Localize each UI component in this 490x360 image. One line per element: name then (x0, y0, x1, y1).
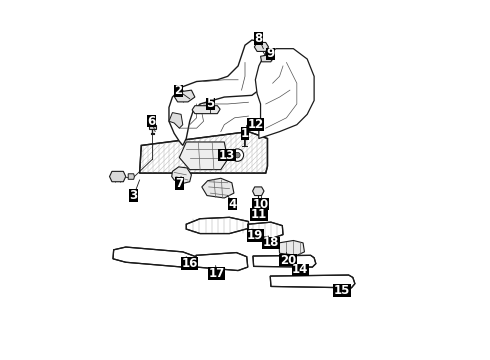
FancyBboxPatch shape (174, 85, 183, 97)
FancyBboxPatch shape (246, 118, 264, 131)
Text: 6: 6 (147, 115, 156, 128)
Polygon shape (179, 142, 228, 170)
FancyBboxPatch shape (175, 177, 184, 190)
FancyBboxPatch shape (181, 257, 198, 270)
Polygon shape (186, 217, 248, 234)
Polygon shape (196, 253, 248, 271)
Text: 15: 15 (334, 284, 350, 297)
Text: 9: 9 (267, 48, 275, 60)
FancyBboxPatch shape (279, 254, 297, 266)
FancyBboxPatch shape (206, 98, 215, 110)
Polygon shape (253, 255, 316, 267)
FancyBboxPatch shape (262, 237, 280, 249)
Circle shape (235, 152, 240, 158)
Text: 7: 7 (175, 177, 183, 190)
Polygon shape (140, 132, 268, 173)
Text: 5: 5 (206, 98, 215, 111)
Polygon shape (248, 222, 283, 238)
FancyBboxPatch shape (333, 284, 350, 297)
Text: 16: 16 (181, 257, 198, 270)
Text: 14: 14 (292, 264, 309, 276)
Polygon shape (172, 167, 192, 184)
Polygon shape (113, 247, 196, 267)
Text: 4: 4 (229, 198, 237, 211)
Text: 17: 17 (209, 267, 225, 280)
FancyBboxPatch shape (246, 229, 264, 242)
FancyBboxPatch shape (254, 32, 263, 45)
Text: 13: 13 (219, 149, 235, 162)
Polygon shape (110, 171, 126, 182)
FancyBboxPatch shape (292, 264, 309, 276)
Polygon shape (149, 125, 156, 129)
FancyBboxPatch shape (228, 198, 237, 210)
FancyBboxPatch shape (252, 198, 270, 210)
FancyBboxPatch shape (208, 267, 225, 279)
Circle shape (255, 188, 261, 194)
Text: 1: 1 (241, 127, 249, 140)
Polygon shape (174, 90, 195, 102)
Circle shape (231, 149, 244, 161)
Polygon shape (128, 174, 134, 179)
Text: 8: 8 (255, 32, 263, 45)
Text: 12: 12 (247, 118, 264, 131)
FancyBboxPatch shape (129, 189, 138, 202)
FancyBboxPatch shape (218, 149, 236, 161)
Polygon shape (279, 240, 304, 255)
Text: 20: 20 (280, 254, 296, 267)
Polygon shape (254, 42, 269, 51)
Text: 19: 19 (247, 229, 264, 242)
FancyBboxPatch shape (250, 208, 268, 221)
Text: 2: 2 (174, 84, 183, 97)
Text: 3: 3 (130, 189, 138, 202)
FancyBboxPatch shape (267, 48, 275, 60)
Text: 18: 18 (263, 237, 279, 249)
Polygon shape (192, 106, 220, 114)
Polygon shape (255, 49, 314, 139)
Polygon shape (169, 113, 183, 128)
Polygon shape (202, 178, 234, 198)
Text: 11: 11 (251, 208, 267, 221)
Polygon shape (247, 125, 256, 129)
Text: 10: 10 (252, 198, 269, 211)
FancyBboxPatch shape (241, 127, 249, 140)
Polygon shape (270, 275, 355, 288)
FancyBboxPatch shape (147, 115, 156, 127)
Polygon shape (261, 55, 272, 62)
Polygon shape (169, 40, 266, 145)
Polygon shape (253, 187, 264, 195)
